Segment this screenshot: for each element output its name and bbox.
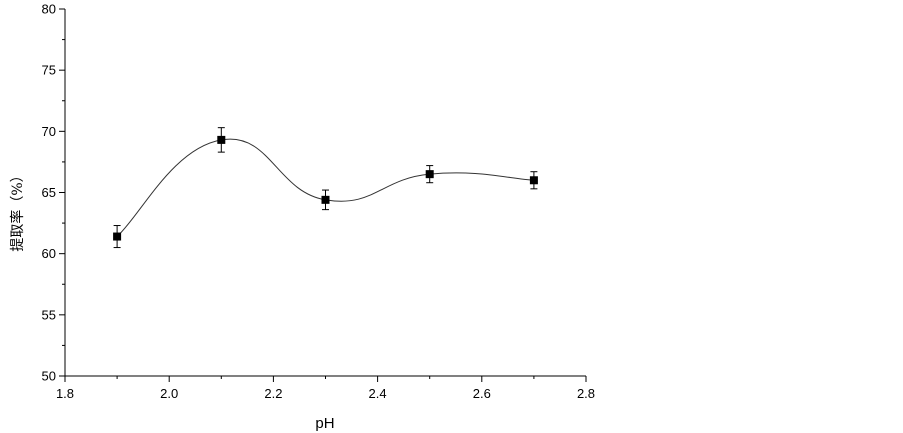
y-tick-label: 60 bbox=[42, 246, 56, 261]
y-tick-label: 55 bbox=[42, 307, 56, 322]
y-tick-label: 65 bbox=[42, 185, 56, 200]
x-tick-label: 2.8 bbox=[577, 386, 595, 401]
y-tick-label: 50 bbox=[42, 369, 56, 384]
x-tick-label: 2.2 bbox=[264, 386, 282, 401]
data-point bbox=[321, 195, 330, 204]
x-tick-label: 2.0 bbox=[160, 386, 178, 401]
x-axis-title: pH bbox=[315, 415, 334, 432]
fit-curve-layer bbox=[116, 138, 534, 237]
y-axis-title: 提取率（%） bbox=[9, 168, 26, 251]
fit-curve bbox=[116, 138, 534, 237]
data-point bbox=[113, 232, 122, 241]
y-axis: 50 55 60 65 70 75 80 bbox=[42, 2, 66, 384]
error-bar-layer bbox=[113, 127, 538, 249]
data-point bbox=[425, 170, 434, 179]
y-tick-label: 75 bbox=[42, 63, 56, 78]
x-axis: 1.8 2.0 2.2 2.4 2.6 2.8 bbox=[56, 375, 595, 401]
y-tick-label: 70 bbox=[42, 124, 56, 139]
data-point-layer bbox=[113, 135, 538, 241]
data-point bbox=[529, 176, 538, 185]
x-tick-label: 2.4 bbox=[369, 386, 387, 401]
x-tick-label: 1.8 bbox=[56, 386, 74, 401]
y-tick-label: 80 bbox=[42, 2, 56, 17]
x-tick-label: 2.6 bbox=[473, 386, 491, 401]
data-point bbox=[217, 135, 226, 144]
